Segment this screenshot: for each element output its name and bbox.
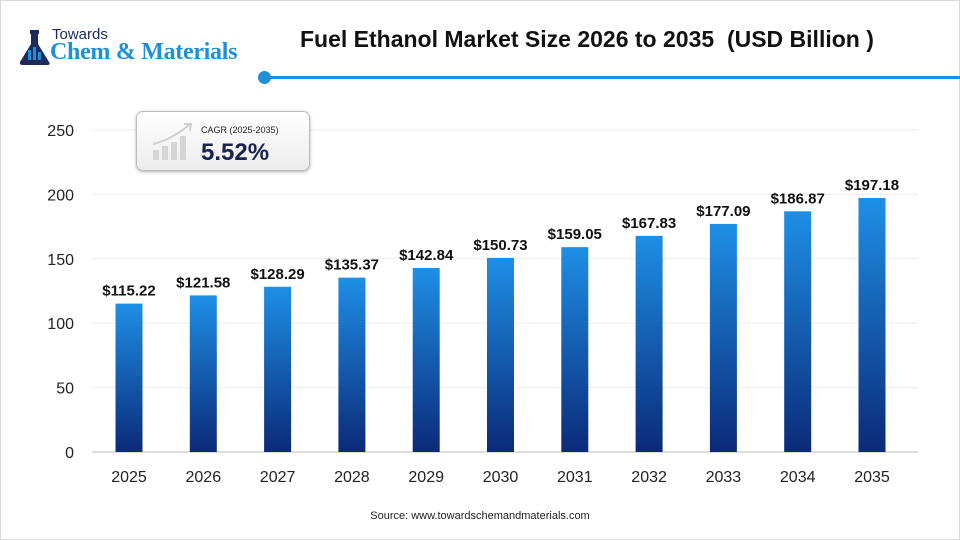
bar: [858, 198, 886, 452]
data-label: $142.84: [399, 247, 454, 264]
data-label: $115.22: [102, 283, 155, 300]
chart-title: Fuel Ethanol Market Size 2026 to 2035 (U…: [300, 26, 874, 52]
data-label: $197.18: [845, 177, 899, 194]
y-tick-label: 0: [65, 445, 74, 462]
data-label: $159.05: [548, 226, 602, 243]
cagr-box: CAGR (2025-2035) 5.52%: [136, 111, 310, 171]
x-tick-label: 2035: [854, 469, 890, 486]
data-label: $135.37: [325, 257, 379, 274]
x-tick-label: 2029: [408, 469, 444, 486]
data-label: $150.73: [473, 237, 527, 254]
y-tick-label: 150: [47, 252, 74, 269]
bar: [635, 235, 663, 452]
title-rule-dot: [258, 71, 271, 84]
y-tick-label: 250: [47, 123, 74, 140]
bar: [561, 247, 589, 452]
x-tick-label: 2033: [706, 469, 742, 486]
bar: [709, 223, 737, 452]
x-tick-label: 2032: [631, 469, 667, 486]
data-label: $177.09: [696, 203, 750, 220]
growth-chart-icon: [152, 123, 193, 160]
bar: [487, 257, 514, 452]
flask-icon: [19, 30, 50, 65]
bar: [412, 268, 440, 452]
data-label: $128.29: [250, 266, 304, 283]
x-tick-label: 2027: [260, 469, 296, 486]
source-note: Source: www.towardschemandmaterials.com: [370, 510, 590, 522]
cagr-value: 5.52%: [201, 139, 270, 166]
data-label: $167.83: [622, 215, 676, 232]
x-tick-label: 2030: [483, 469, 519, 486]
logo-line2: Chem & Materials: [50, 39, 238, 65]
x-tick-label: 2025: [111, 469, 147, 486]
y-tick-label: 200: [47, 187, 74, 204]
x-tick-label: 2034: [780, 469, 816, 486]
bar: [115, 303, 143, 452]
data-label: $121.58: [176, 274, 230, 291]
x-tick-label: 2031: [557, 469, 593, 486]
bar: [338, 277, 366, 452]
bar-chart: 0 50 100 150 200 250 $115.22 2025 $121.58 2026 $12…: [47, 123, 918, 486]
y-tick-label: 50: [56, 381, 74, 398]
bar: [784, 211, 812, 452]
data-label: $186.87: [771, 190, 825, 207]
y-tick-label: 100: [47, 316, 74, 333]
x-tick-label: 2028: [334, 469, 370, 486]
cagr-label: CAGR (2025-2035): [201, 125, 279, 135]
title-rule: [268, 76, 960, 79]
x-tick-label: 2026: [186, 469, 222, 486]
logo-line1: Towards: [52, 26, 108, 43]
bar: [189, 295, 217, 452]
bar: [264, 286, 292, 452]
